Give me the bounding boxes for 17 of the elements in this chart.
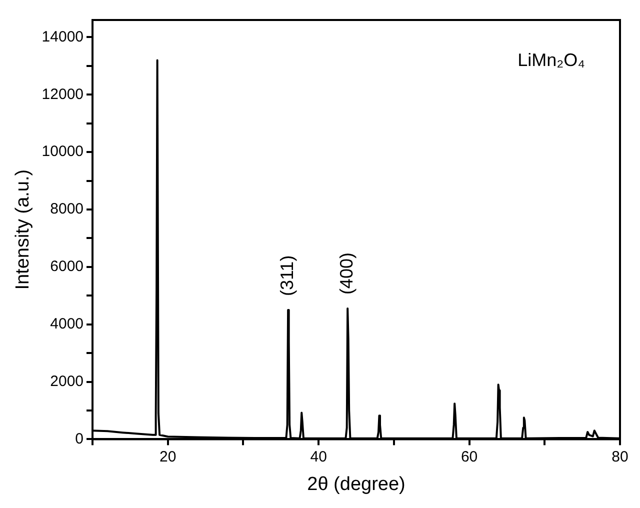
y-tick-label: 14000 bbox=[42, 28, 84, 46]
y-tick-label: 8000 bbox=[50, 200, 84, 218]
y-axis-title: Intensity (a.u.) bbox=[12, 169, 34, 290]
x-tick-label: 20 bbox=[160, 448, 176, 466]
y-tick-label: 2000 bbox=[50, 372, 84, 390]
annotation: LiMn₂O₄ bbox=[518, 50, 585, 70]
annotation: (400) bbox=[336, 252, 357, 295]
annotation: (311) bbox=[277, 255, 298, 296]
y-tick-label: 10000 bbox=[42, 143, 84, 160]
x-axis-title: 2θ (degree) bbox=[307, 474, 406, 495]
y-tick-label: 12000 bbox=[42, 86, 84, 103]
x-tick-label: 40 bbox=[310, 448, 327, 466]
x-tick-label: 80 bbox=[612, 448, 628, 466]
y-tick-label: 4000 bbox=[50, 315, 84, 332]
y-tick-label: 0 bbox=[75, 430, 84, 448]
y-tick-label: 6000 bbox=[50, 258, 84, 276]
x-tick-label: 60 bbox=[460, 448, 478, 466]
